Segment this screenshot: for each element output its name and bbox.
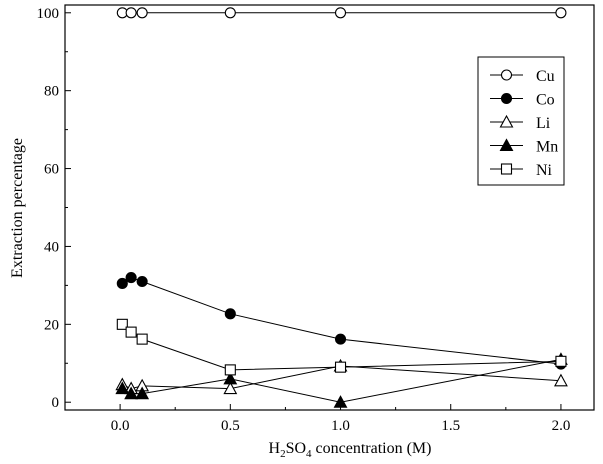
data-point-cu (125, 7, 137, 19)
legend-label-ni: Ni (536, 162, 553, 179)
y-tick-label: 80 (44, 84, 59, 100)
y-tick-label: 100 (37, 6, 60, 22)
data-point-cu (224, 7, 236, 19)
legend-label-co: Co (536, 92, 555, 109)
y-axis-label: Extraction percentage (9, 138, 26, 278)
data-point-mn (115, 381, 130, 395)
axes: 0.0 0.5 1.0 1.5 2.0 0 20 40 60 80 100 (37, 4, 595, 434)
data-point-ni (555, 355, 567, 367)
data-point-li (554, 373, 568, 387)
data-point-mn (223, 371, 238, 385)
x-tick-label: 0.5 (221, 418, 240, 434)
legend-entry-mn: Mn (490, 138, 558, 156)
legend-entry-co: Co (490, 92, 555, 109)
series-cu (116, 7, 567, 19)
legend-label-cu: Cu (536, 68, 555, 85)
data-point-li (223, 381, 238, 395)
legend-label-mn: Mn (536, 139, 558, 156)
legend-label-li: Li (536, 115, 551, 132)
y-tick-label: 60 (44, 162, 59, 178)
data-point-co (116, 277, 128, 289)
legend-marker-li (499, 114, 514, 128)
x-axis-label: H2SO4 concentration (M) (269, 440, 432, 460)
data-point-cu (334, 7, 347, 19)
legend-marker-ni (500, 163, 513, 175)
data-point-co (224, 308, 236, 320)
data-point-ni (334, 361, 347, 373)
series-ni (116, 318, 567, 376)
legend-box (477, 56, 565, 186)
y-tick-label: 20 (44, 317, 59, 333)
x-tick-label: 2.0 (552, 418, 571, 434)
legend-marker-mn (499, 138, 514, 152)
data-point-ni (224, 364, 236, 376)
data-point-cu (555, 7, 567, 19)
y-tick-label: 0 (52, 395, 60, 411)
data-point-co (125, 272, 137, 284)
x-tick-label: 0.0 (111, 418, 130, 434)
data-point-co (136, 275, 148, 288)
data-point-ni (116, 318, 128, 330)
x-tick-label: 1.5 (441, 418, 460, 434)
data-point-ni (125, 326, 137, 338)
legend-marker-cu (500, 69, 513, 81)
data-point-ni (136, 333, 148, 345)
plot-layer (115, 7, 568, 408)
y-tick-label: 40 (44, 239, 59, 255)
data-point-mn (135, 386, 150, 400)
data-point-mn (124, 386, 139, 400)
legend: Cu Co Li Mn Ni (477, 56, 565, 186)
x-tick-label: 1.0 (331, 418, 350, 434)
legend-entry-li: Li (490, 114, 551, 132)
data-point-co (334, 333, 347, 345)
legend-entry-ni: Ni (490, 162, 553, 179)
legend-entry-cu: Cu (490, 68, 555, 85)
data-point-cu (136, 7, 148, 19)
series-mn (115, 352, 568, 408)
legend-marker-co (500, 92, 513, 105)
